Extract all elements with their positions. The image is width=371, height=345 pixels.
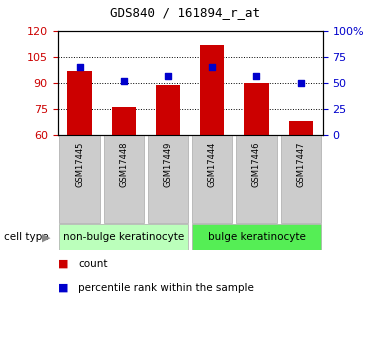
Point [165, 73, 171, 78]
Text: GSM17447: GSM17447 [296, 142, 305, 187]
Bar [59, 224, 188, 250]
Text: percentile rank within the sample: percentile rank within the sample [78, 283, 254, 293]
Point [298, 80, 303, 86]
Bar [104, 136, 144, 223]
Bar [236, 136, 276, 223]
Bar [192, 224, 321, 250]
Bar [192, 136, 232, 223]
Text: GSM17445: GSM17445 [75, 142, 84, 187]
Text: bulge keratinocyte: bulge keratinocyte [207, 232, 305, 242]
Bar [289, 121, 313, 135]
Text: ■: ■ [58, 283, 68, 293]
Text: GDS840 / 161894_r_at: GDS840 / 161894_r_at [111, 6, 260, 19]
Text: count: count [78, 259, 108, 269]
Bar [68, 71, 92, 135]
Bar [148, 136, 188, 223]
Bar [112, 107, 136, 135]
Text: non-bulge keratinocyte: non-bulge keratinocyte [63, 232, 184, 242]
Point [209, 65, 215, 70]
Point [77, 65, 83, 70]
Point [253, 73, 259, 78]
Bar [280, 136, 321, 223]
Point [121, 78, 127, 83]
Text: ▶: ▶ [42, 232, 50, 242]
Bar [244, 83, 269, 135]
Bar [156, 85, 180, 135]
Text: GSM17449: GSM17449 [164, 142, 173, 187]
Text: GSM17448: GSM17448 [119, 142, 128, 187]
Text: cell type: cell type [4, 232, 48, 242]
Text: GSM17446: GSM17446 [252, 142, 261, 187]
Text: GSM17444: GSM17444 [208, 142, 217, 187]
Bar [59, 136, 100, 223]
Bar [200, 45, 224, 135]
Text: ■: ■ [58, 259, 68, 269]
